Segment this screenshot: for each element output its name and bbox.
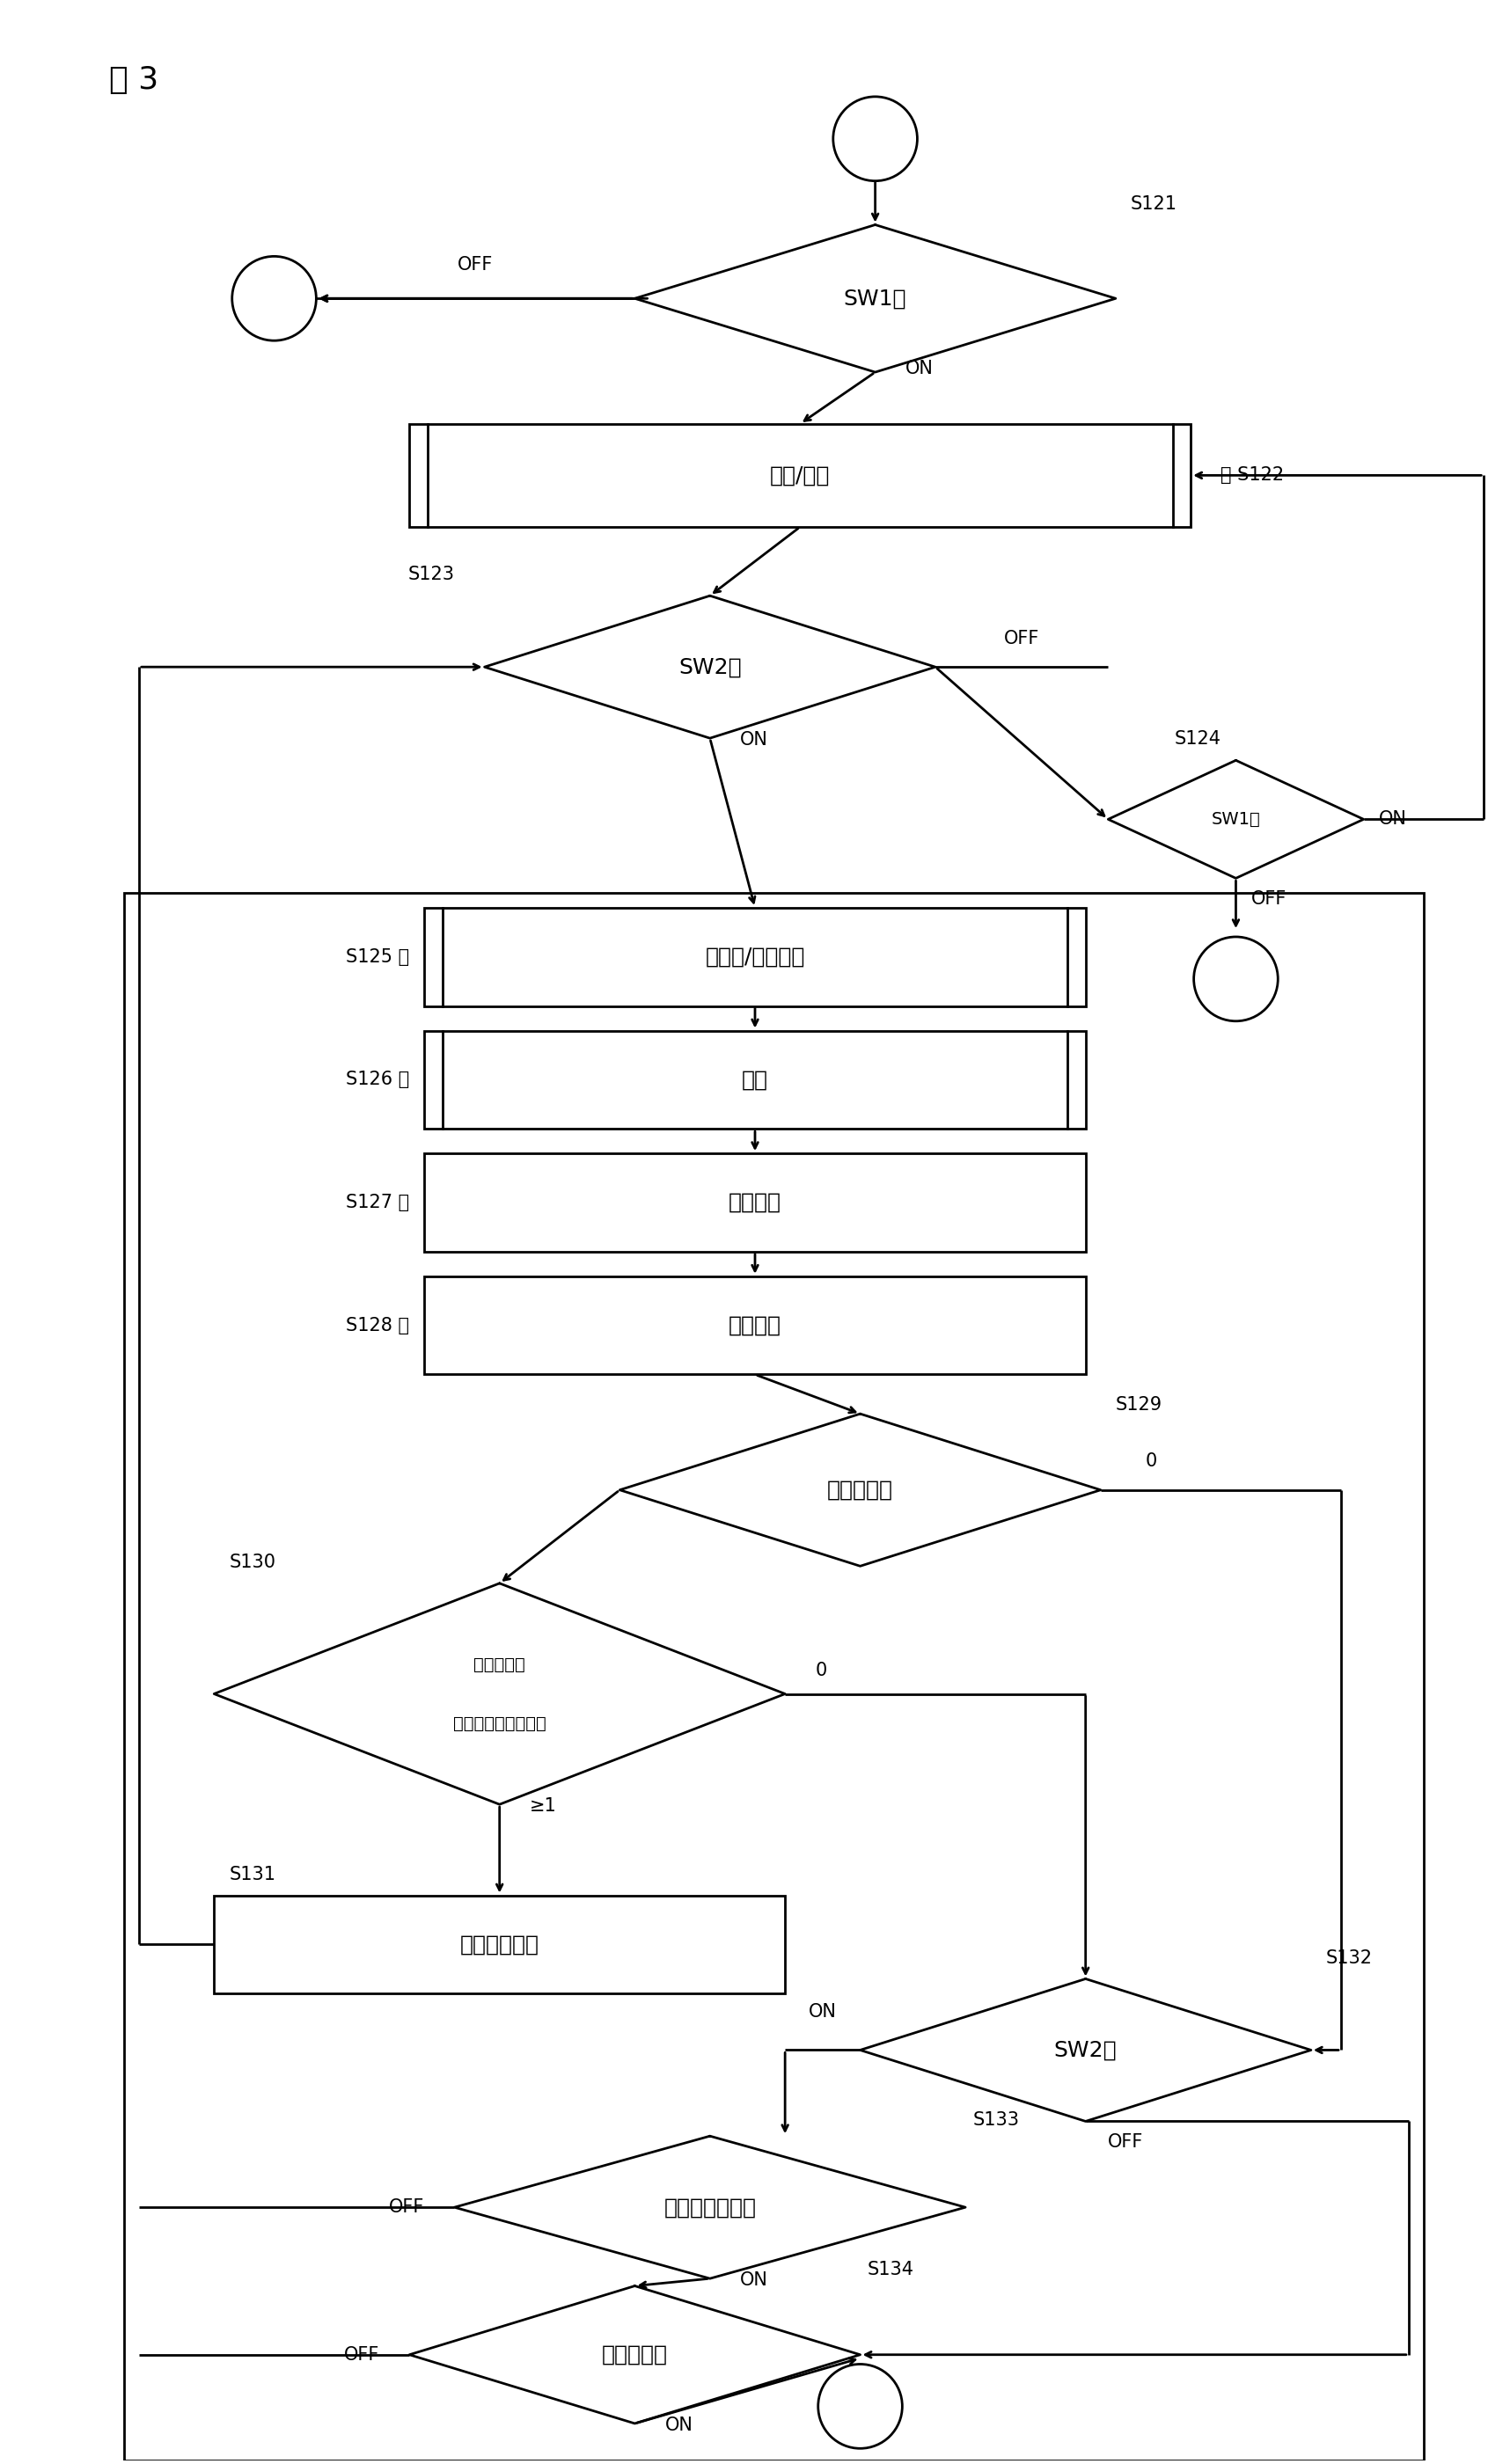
Text: 包围标记？: 包围标记？ [827,1478,894,1501]
Text: ON: ON [740,732,769,749]
Text: S126 ～: S126 ～ [346,1072,409,1089]
Text: S127 ～: S127 ～ [346,1193,409,1212]
Text: S124: S124 [1175,729,1220,749]
Text: S123: S123 [408,567,455,584]
Text: ～ S122: ～ S122 [1220,466,1285,483]
Text: 0: 0 [1146,1454,1157,1471]
Text: A: A [267,288,282,308]
Text: 图 3: 图 3 [109,64,159,96]
Text: 的剩余拍摄的数量？: 的剩余拍摄的数量？ [453,1715,547,1732]
Bar [409,424,1191,527]
Text: S121: S121 [1131,195,1178,212]
Text: 拍摄: 拍摄 [741,1069,769,1089]
Text: ON: ON [1379,811,1407,828]
Text: A: A [853,2395,868,2417]
Ellipse shape [834,96,917,180]
Bar [124,892,1424,2462]
Bar [424,1030,1086,1129]
Text: S131: S131 [230,1865,276,1882]
Text: 快速查看: 快速查看 [729,1193,781,1212]
Ellipse shape [233,256,316,340]
Text: SW2？: SW2？ [1054,2040,1117,2060]
Bar [424,1276,1086,1375]
Text: A: A [1228,968,1243,991]
Text: OFF: OFF [1108,2134,1143,2151]
Text: 改变拍摄条件: 改变拍摄条件 [461,1934,539,1954]
Text: OFF: OFF [344,2346,379,2363]
Text: 包围标记？: 包围标记？ [602,2343,667,2365]
Text: ≥1: ≥1 [530,1796,557,1814]
Text: 连续拍摄标记？: 连续拍摄标记？ [664,2198,757,2218]
Text: 文件夹/文件管理: 文件夹/文件管理 [705,946,805,968]
Bar [424,1153,1086,1252]
Text: SW2？: SW2？ [678,655,741,678]
Bar [424,907,1086,1005]
Text: 聚焦/测光: 聚焦/测光 [770,466,831,485]
Text: OFF: OFF [1004,631,1039,648]
Text: S129: S129 [1116,1397,1163,1414]
Text: S128 ～: S128 ～ [346,1316,409,1333]
Text: SW1？: SW1？ [844,288,906,308]
Text: ON: ON [808,2003,837,2020]
Text: S134: S134 [868,2262,915,2279]
Text: S132: S132 [1326,1949,1373,1966]
Text: OFF: OFF [1250,890,1287,909]
Ellipse shape [818,2363,903,2449]
Text: B: B [868,128,883,150]
Text: 0: 0 [815,1661,827,1678]
Text: S130: S130 [230,1552,276,1572]
Ellipse shape [1194,936,1277,1020]
Bar [214,1895,785,1993]
Text: OFF: OFF [458,256,494,274]
Text: ON: ON [740,2272,769,2289]
Text: 自动包围中: 自动包围中 [474,1656,525,1673]
Text: SW1？: SW1？ [1211,811,1261,828]
Text: ON: ON [906,360,933,377]
Text: S133: S133 [972,2112,1019,2129]
Text: S125 ～: S125 ～ [346,949,409,966]
Text: OFF: OFF [390,2198,424,2215]
Text: ON: ON [664,2417,693,2434]
Text: 记录文件: 记录文件 [729,1316,781,1335]
